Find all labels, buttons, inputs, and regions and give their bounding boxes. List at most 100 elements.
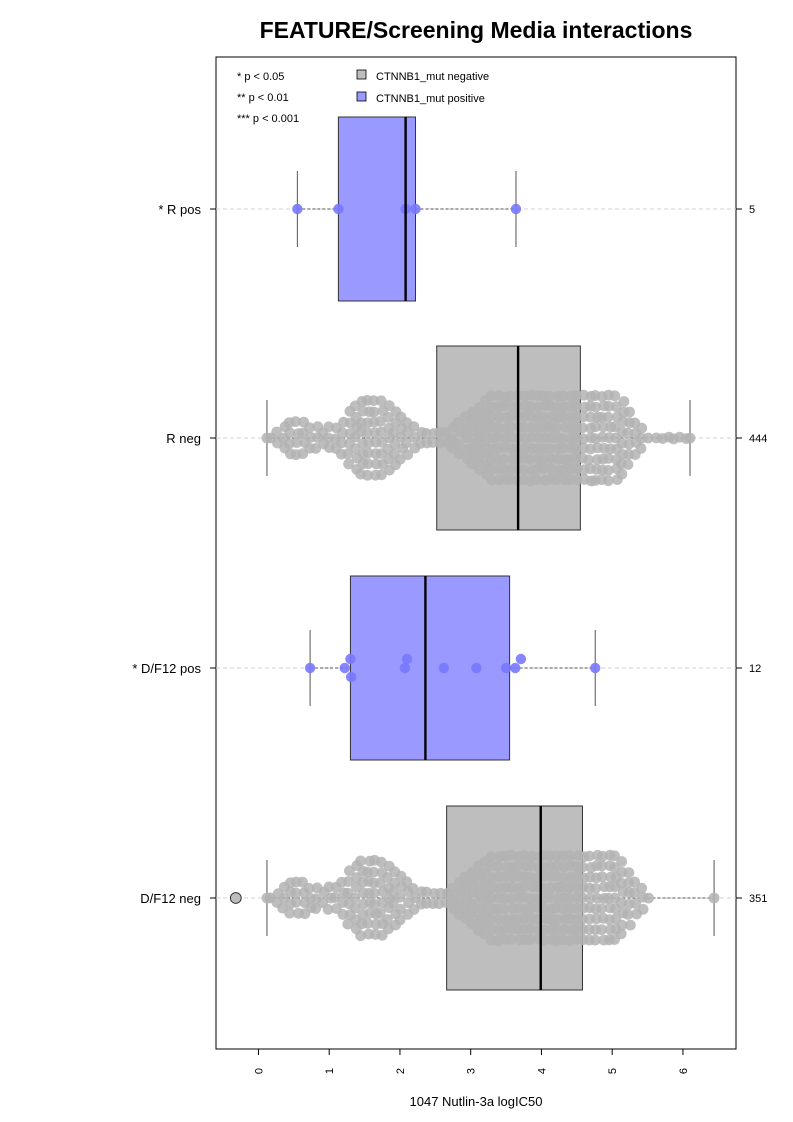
- x-tick-label: 1: [324, 1068, 336, 1074]
- data-point: [362, 458, 374, 470]
- data-point: [466, 918, 478, 929]
- data-point: [635, 443, 647, 454]
- data-point: [375, 395, 387, 407]
- data-point: [261, 432, 273, 444]
- data-point: [616, 856, 628, 867]
- group-3: D/F12 neg 351: [140, 805, 767, 991]
- group-1: R neg 444: [166, 345, 767, 531]
- data-point: [557, 442, 569, 454]
- data-point: [603, 400, 615, 412]
- data-point: [551, 474, 562, 485]
- data-point: [452, 438, 464, 450]
- data-point: [538, 411, 549, 423]
- data-point: [590, 662, 601, 674]
- data-point: [498, 453, 510, 465]
- data-point: [466, 898, 478, 910]
- data-point: [376, 469, 387, 481]
- data-point: [512, 860, 524, 872]
- data-point: [505, 934, 516, 945]
- data-point: [557, 390, 569, 402]
- data-point: [602, 411, 614, 423]
- data-point: [544, 892, 555, 903]
- data-point: [382, 411, 394, 423]
- group-count: 351: [749, 893, 767, 905]
- group-label: R neg: [166, 431, 201, 446]
- group-2: * D/F12 pos 12: [132, 575, 761, 761]
- data-point: [479, 437, 491, 448]
- group-count: 5: [749, 204, 755, 216]
- data-point: [381, 914, 393, 925]
- legend-label-positive: CTNNB1_mut positive: [376, 93, 485, 105]
- data-point: [544, 390, 555, 402]
- data-point: [261, 892, 273, 904]
- data-point: [342, 876, 354, 887]
- data-point: [410, 203, 421, 215]
- data-point: [563, 474, 575, 486]
- legend-swatch-positive: [356, 91, 367, 102]
- data-point: [368, 395, 379, 406]
- data-point: [537, 463, 549, 475]
- data-point: [525, 903, 536, 914]
- plot-frame: [215, 56, 737, 1050]
- data-point: [466, 907, 478, 919]
- data-point: [518, 881, 530, 892]
- data-point: [642, 432, 654, 444]
- data-point: [551, 914, 563, 926]
- data-point: [623, 867, 635, 879]
- data-point: [590, 401, 602, 413]
- data-point: [271, 426, 283, 438]
- data-point: [577, 861, 588, 873]
- data-point: [525, 934, 537, 945]
- data-point: [466, 416, 478, 427]
- data-point: [493, 914, 504, 925]
- data-point: [708, 892, 720, 904]
- legend-swatch-negative: [356, 69, 367, 80]
- data-point: [622, 459, 634, 470]
- group-label: * R pos: [158, 202, 201, 217]
- group-label: * D/F12 pos: [132, 661, 201, 676]
- data-point: [466, 875, 478, 887]
- data-point: [355, 855, 366, 867]
- data-point: [615, 928, 627, 940]
- data-point: [590, 421, 601, 433]
- data-point: [505, 849, 517, 861]
- data-point: [345, 653, 356, 665]
- data-point: [473, 453, 485, 465]
- data-point: [486, 411, 497, 422]
- data-point: [570, 400, 582, 412]
- data-point: [322, 904, 334, 915]
- data-point: [584, 850, 595, 862]
- data-point: [291, 437, 303, 448]
- data-point: [596, 860, 608, 872]
- data-point: [374, 907, 386, 919]
- data-point: [577, 422, 588, 434]
- data-point: [550, 422, 562, 434]
- data-point: [596, 903, 607, 914]
- data-point: [292, 203, 303, 215]
- data-point: [583, 454, 594, 466]
- data-point: [603, 453, 614, 464]
- data-point: [611, 401, 622, 413]
- data-point: [625, 919, 636, 931]
- data-point: [310, 443, 322, 454]
- data-point: [492, 422, 503, 433]
- data-point: [563, 893, 575, 904]
- data-point: [408, 904, 420, 915]
- data-point: [304, 422, 315, 433]
- data-point: [510, 662, 521, 674]
- data-point: [637, 903, 649, 915]
- data-point: [515, 653, 527, 665]
- data-point: [394, 914, 406, 926]
- data-point: [624, 406, 635, 418]
- chart-title: FEATURE/Screening Media interactions: [260, 17, 693, 43]
- data-point: [399, 662, 411, 674]
- data-point: [525, 401, 537, 413]
- data-point: [485, 913, 497, 925]
- data-point: [498, 400, 510, 412]
- data-point: [630, 898, 642, 909]
- data-point: [485, 851, 497, 863]
- data-point: [505, 421, 517, 433]
- x-tick-label: 6: [678, 1068, 690, 1074]
- data-point: [618, 396, 630, 407]
- data-point: [616, 468, 628, 480]
